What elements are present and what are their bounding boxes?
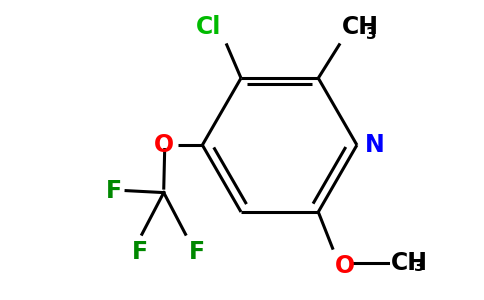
Text: O: O: [335, 254, 355, 278]
Text: 3: 3: [414, 259, 425, 274]
Text: F: F: [106, 178, 122, 203]
Text: CH: CH: [342, 16, 379, 40]
Text: 3: 3: [366, 28, 377, 43]
Text: O: O: [153, 133, 174, 157]
Text: N: N: [365, 133, 385, 157]
Text: F: F: [132, 240, 148, 264]
Text: F: F: [188, 240, 205, 264]
Text: Cl: Cl: [196, 16, 221, 40]
Text: CH: CH: [391, 251, 427, 275]
